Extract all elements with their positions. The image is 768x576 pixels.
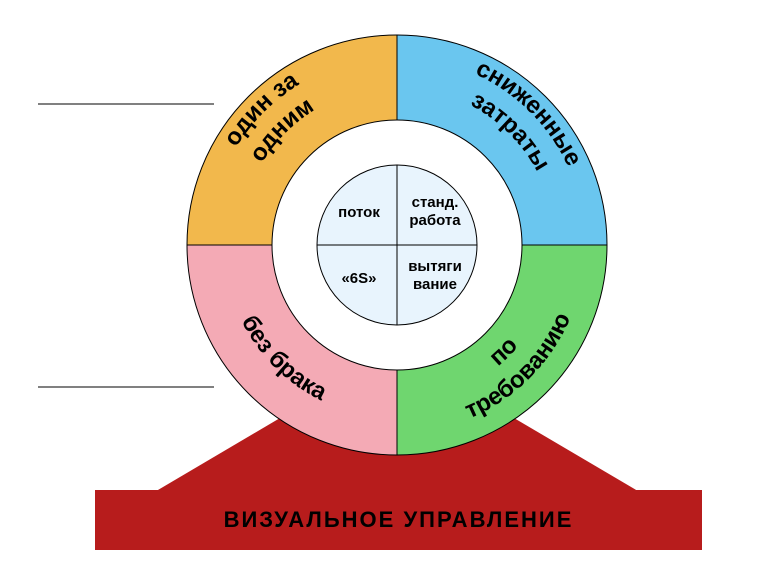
inner-label-bl: «6S»: [341, 270, 376, 287]
inner-label-br-2: вание: [413, 276, 457, 293]
footer-label: ВИЗУАЛЬНОЕ УПРАВЛЕНИЕ: [224, 507, 574, 533]
inner-label-tr-2: работа: [409, 212, 461, 229]
inner-label-tr-1: станд.: [412, 194, 459, 211]
inner-label-tl: поток: [338, 204, 380, 221]
diagram-canvas: один за одним сниженные затраты без брак…: [0, 0, 768, 576]
inner-label-br-1: вытяги: [408, 258, 462, 275]
footer-bar: ВИЗУАЛЬНОЕ УПРАВЛЕНИЕ: [95, 490, 702, 550]
